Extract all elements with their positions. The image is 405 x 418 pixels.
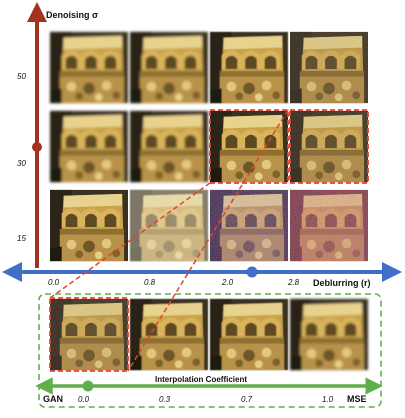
interpolation-marker xyxy=(82,380,94,392)
denoising-axis-title: Denoising σ xyxy=(46,10,99,20)
denoising-axis xyxy=(27,1,47,268)
denoising-tick-15: 15 xyxy=(17,234,26,243)
interpolation-tick-3: 1.0 xyxy=(322,395,334,404)
interpolation-panel xyxy=(35,293,383,408)
interpolation-tick-1: 0.3 xyxy=(159,395,171,404)
selected-cell-highlight xyxy=(209,109,289,184)
zoom-connector-line xyxy=(49,182,211,299)
interpolation-tick-0: 0.0 xyxy=(78,395,90,404)
grid-cell-image xyxy=(130,110,208,183)
interpolation-selected-highlight xyxy=(49,297,129,372)
grid-cell-image xyxy=(290,189,368,262)
grid-cell-image xyxy=(50,31,128,104)
deblurring-tick-1: 0.8 xyxy=(144,278,156,287)
interpolated-image xyxy=(210,298,288,371)
grid-cell-image xyxy=(130,31,208,104)
interpolation-tick-2: 0.7 xyxy=(241,395,253,404)
interpolated-image xyxy=(290,298,368,371)
compare-cell-highlight xyxy=(289,109,369,184)
mse-label: MSE xyxy=(347,394,367,404)
denoising-tick-30: 30 xyxy=(17,159,26,168)
grid-cell-image xyxy=(210,31,288,104)
deblurring-tick-3: 2.8 xyxy=(288,278,300,287)
grid-cell-image xyxy=(290,31,368,104)
deblurring-axis xyxy=(2,262,402,282)
denoising-marker xyxy=(32,142,42,152)
interpolated-image xyxy=(50,298,128,371)
gan-label: GAN xyxy=(43,394,63,404)
deblurring-tick-0: 0.0 xyxy=(48,278,60,287)
deblurring-marker xyxy=(246,266,258,278)
grid-cell-image xyxy=(210,110,288,183)
restoration-image-grid xyxy=(50,31,368,262)
grid-row-sigma-50 xyxy=(50,31,368,104)
grid-cell-image xyxy=(290,110,368,183)
zoom-connector-line xyxy=(127,109,289,372)
grid-cell-image xyxy=(50,110,128,183)
deblurring-axis-title: Deblurring (r) xyxy=(313,278,371,288)
haze-overlay xyxy=(130,189,208,262)
grid-cell-image xyxy=(210,189,288,262)
deblurring-tick-2: 2.0 xyxy=(222,278,234,287)
grid-row-sigma-30 xyxy=(50,110,368,183)
grid-row-sigma-15 xyxy=(50,189,368,262)
interpolation-axis-title: Interpolation Coefficient xyxy=(155,375,247,384)
interpolation-frame xyxy=(38,293,382,408)
interpolated-image xyxy=(130,298,208,371)
denoising-tick-50: 50 xyxy=(17,72,26,81)
